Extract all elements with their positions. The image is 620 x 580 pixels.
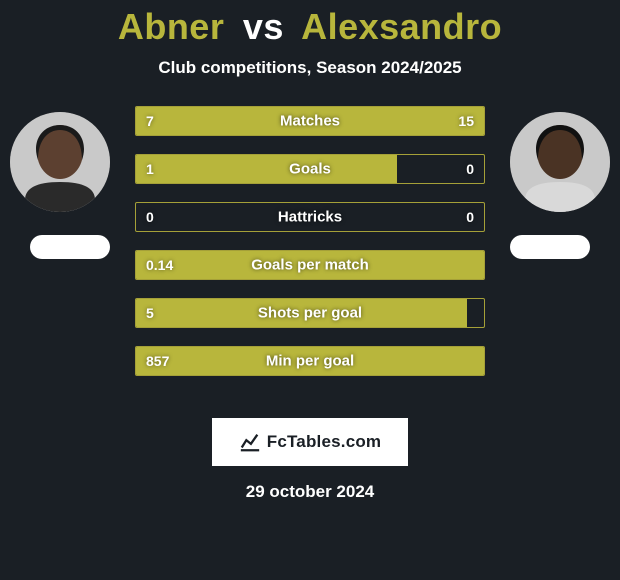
stat-value-left: 0 (146, 209, 154, 225)
stat-row: 1 0 Goals (135, 154, 485, 184)
stat-row: 7 15 Matches (135, 106, 485, 136)
stat-value-right: 15 (458, 113, 474, 129)
stat-value-left: 7 (146, 113, 154, 129)
title-player1: Abner (118, 6, 225, 47)
chart-icon (239, 431, 261, 453)
stat-value-left: 0.14 (146, 257, 173, 273)
stat-row: 0.14 Goals per match (135, 250, 485, 280)
stat-label: Shots per goal (258, 305, 362, 322)
comparison-panel: 7 15 Matches 1 0 Goals 0 0 Hattricks 0.14 Goals pe… (0, 106, 620, 406)
person-icon (10, 112, 110, 212)
stat-value-right: 0 (466, 209, 474, 225)
player-right-flag (510, 235, 590, 259)
stat-value-right: 0 (466, 161, 474, 177)
stat-label: Min per goal (266, 353, 354, 370)
person-icon (510, 112, 610, 212)
title-player2: Alexsandro (301, 6, 502, 47)
stat-label: Goals per match (251, 257, 369, 274)
page-title: Abner vs Alexsandro (0, 6, 620, 48)
stat-row: 5 Shots per goal (135, 298, 485, 328)
player-left-flag (30, 235, 110, 259)
stat-label: Matches (280, 113, 340, 130)
stat-value-left: 1 (146, 161, 154, 177)
stat-fill-left (136, 155, 397, 183)
stat-value-left: 857 (146, 353, 169, 369)
stat-row: 0 0 Hattricks (135, 202, 485, 232)
stat-label: Goals (289, 161, 331, 178)
title-vs: vs (243, 6, 284, 47)
stat-value-left: 5 (146, 305, 154, 321)
player-right-avatar (510, 112, 610, 212)
stat-label: Hattricks (278, 209, 342, 226)
stat-bars: 7 15 Matches 1 0 Goals 0 0 Hattricks 0.14 Goals pe… (135, 106, 485, 394)
stat-row: 857 Min per goal (135, 346, 485, 376)
player-left-avatar (10, 112, 110, 212)
footer-logo-text: FcTables.com (267, 432, 382, 452)
subtitle: Club competitions, Season 2024/2025 (0, 58, 620, 78)
footer-logo: FcTables.com (212, 418, 408, 466)
footer-date: 29 october 2024 (0, 482, 620, 502)
